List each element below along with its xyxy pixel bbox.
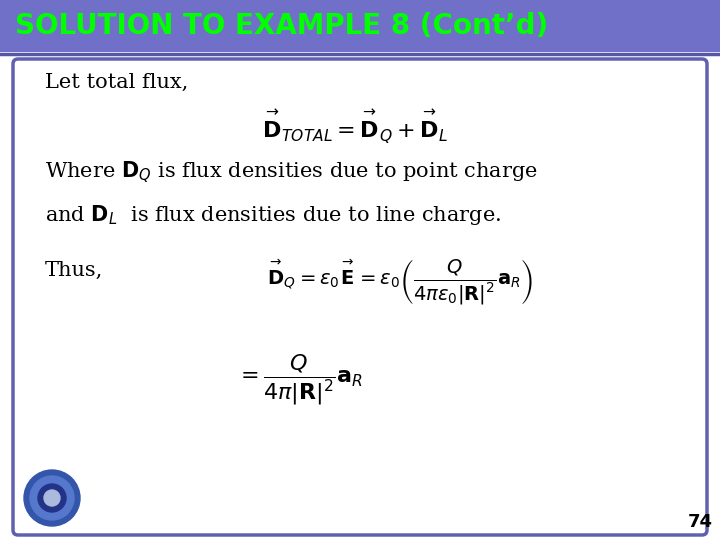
Text: Where $\mathbf{D}_{Q}$ is flux densities due to point charge: Where $\mathbf{D}_{Q}$ is flux densities… bbox=[45, 159, 538, 185]
Text: Let total flux,: Let total flux, bbox=[45, 72, 188, 91]
FancyBboxPatch shape bbox=[0, 0, 720, 52]
Text: and $\mathbf{D}_{L}$  is flux densities due to line charge.: and $\mathbf{D}_{L}$ is flux densities d… bbox=[45, 203, 501, 227]
Text: 74: 74 bbox=[688, 513, 713, 531]
Text: SOLUTION TO EXAMPLE 8 (Cont’d): SOLUTION TO EXAMPLE 8 (Cont’d) bbox=[15, 12, 548, 40]
Text: Thus,: Thus, bbox=[45, 260, 103, 280]
Text: $\overset{\rightarrow}{\mathbf{D}}_{TOTAL} = \overset{\rightarrow}{\mathbf{D}}_{: $\overset{\rightarrow}{\mathbf{D}}_{TOTA… bbox=[262, 107, 448, 146]
Text: $= \dfrac{Q}{4\pi|\mathbf{R}|^2}\mathbf{a}_R$: $= \dfrac{Q}{4\pi|\mathbf{R}|^2}\mathbf{… bbox=[236, 353, 364, 407]
Text: $\overset{\rightarrow}{\mathbf{D}}_Q = \varepsilon_0\overset{\rightarrow}{\mathb: $\overset{\rightarrow}{\mathbf{D}}_Q = \… bbox=[267, 258, 533, 307]
Circle shape bbox=[24, 470, 80, 526]
Circle shape bbox=[44, 490, 60, 506]
Circle shape bbox=[30, 476, 74, 520]
Circle shape bbox=[38, 484, 66, 512]
FancyBboxPatch shape bbox=[13, 59, 707, 535]
